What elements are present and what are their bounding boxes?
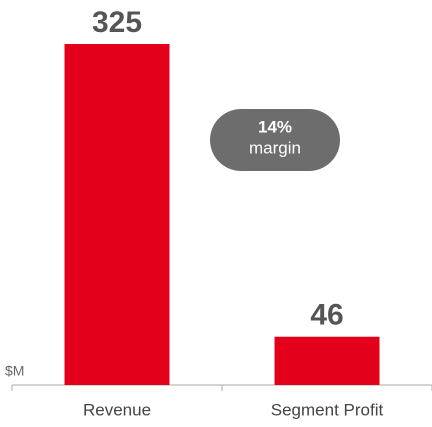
data-label: 46 — [310, 299, 343, 332]
bar — [64, 44, 170, 385]
unit-label: $M — [5, 363, 24, 379]
data-label: 325 — [92, 6, 142, 39]
annotation-text: 14% — [258, 117, 292, 136]
x-tick-label: Revenue — [83, 400, 151, 419]
annotation-text: margin — [249, 138, 301, 157]
x-tick-label: Segment Profit — [271, 400, 384, 419]
bar — [274, 336, 380, 385]
annotation-pill — [210, 109, 340, 171]
